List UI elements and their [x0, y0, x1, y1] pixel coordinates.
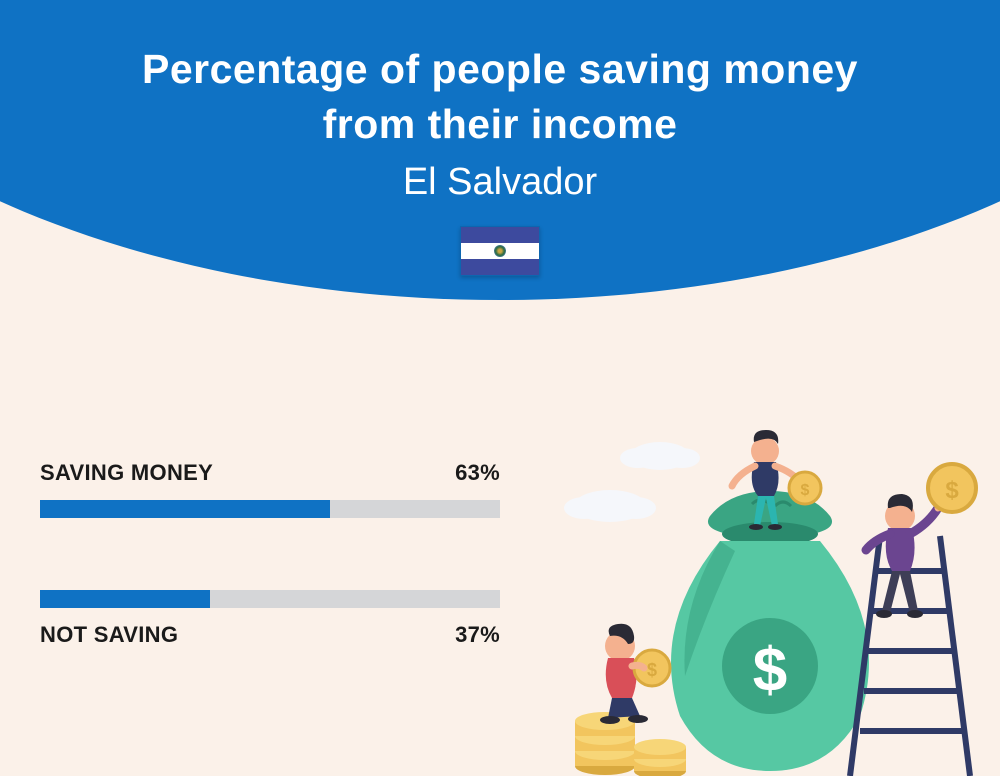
flag-mid-stripe	[461, 243, 539, 259]
header: Percentage of people saving money from t…	[0, 0, 1000, 276]
svg-text:$: $	[945, 477, 959, 504]
bar-value: 37%	[455, 622, 500, 648]
title-line1: Percentage of people saving money	[0, 42, 1000, 97]
person-sitting-icon: $	[600, 624, 670, 724]
bar-labels: NOT SAVING 37%	[40, 622, 500, 648]
savings-illustration-icon: $	[560, 416, 980, 776]
bar-fill	[40, 500, 330, 518]
person-ladder-icon: $	[866, 464, 976, 618]
subtitle: El Salvador	[0, 161, 1000, 204]
svg-text:$: $	[647, 660, 657, 680]
flag-bottom-stripe	[461, 259, 539, 275]
bar-track	[40, 500, 500, 518]
title-line2: from their income	[0, 97, 1000, 152]
flag-emblem	[494, 245, 506, 257]
cloud-icon	[564, 442, 700, 522]
bar-fill	[40, 590, 210, 608]
bars-section: SAVING MONEY 63% NOT SAVING 37%	[40, 460, 500, 720]
money-bag-icon: $	[671, 491, 869, 771]
bar-value: 63%	[455, 460, 500, 486]
bar-track	[40, 590, 500, 608]
bar-group-saving: SAVING MONEY 63%	[40, 460, 500, 518]
bar-group-notsaving: NOT SAVING 37%	[40, 590, 500, 648]
flag-icon	[460, 226, 540, 276]
svg-text:$: $	[753, 636, 787, 705]
flag-top-stripe	[461, 227, 539, 243]
bar-label: SAVING MONEY	[40, 460, 213, 486]
svg-text:$: $	[801, 482, 810, 499]
bar-label: NOT SAVING	[40, 622, 178, 648]
bar-labels: SAVING MONEY 63%	[40, 460, 500, 486]
